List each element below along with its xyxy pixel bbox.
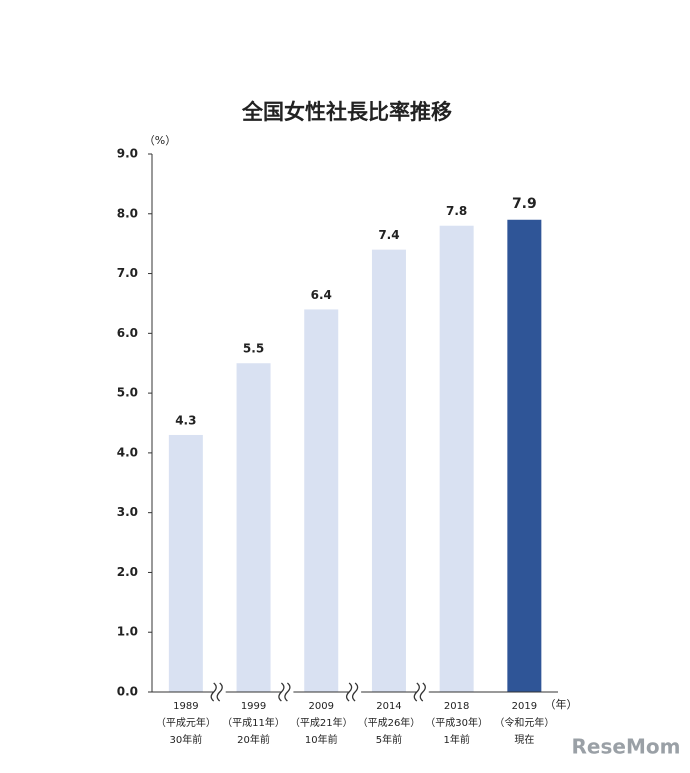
- bar: [439, 225, 474, 692]
- bar: [236, 363, 271, 692]
- x-tick-label: 2009: [309, 701, 334, 712]
- x-tick-label: 10年前: [305, 733, 338, 746]
- x-tick-label: 5年前: [376, 733, 402, 746]
- y-tick-label: 3.0: [117, 505, 138, 519]
- bar: [507, 219, 542, 692]
- y-tick-label: 4.0: [117, 445, 138, 459]
- y-tick-label: 8.0: [117, 206, 138, 220]
- x-tick-label: （平成26年）: [358, 716, 421, 729]
- value-label: 6.4: [311, 288, 332, 302]
- x-tick-label: 現在: [514, 734, 534, 746]
- value-label: 7.9: [512, 196, 537, 212]
- axis-break: [345, 682, 353, 702]
- axis-break: [419, 682, 426, 702]
- axis-break: [413, 682, 420, 702]
- x-unit: （年）: [545, 697, 578, 711]
- bar: [371, 249, 406, 692]
- x-tick-label: 1年前: [443, 733, 469, 746]
- y-tick-label: 1.0: [117, 625, 138, 639]
- y-unit: （%）: [144, 134, 176, 147]
- value-label: 7.8: [446, 204, 467, 218]
- axis-break: [351, 682, 359, 702]
- x-tick-label: 20年前: [237, 733, 270, 746]
- value-label: 4.3: [175, 413, 196, 427]
- x-tick-label: （平成21年）: [290, 716, 353, 729]
- x-tick-label: 2018: [444, 701, 469, 712]
- value-label: 5.5: [243, 342, 264, 356]
- y-tick-label: 0.0: [117, 685, 138, 699]
- bar: [304, 309, 339, 692]
- x-tick-label: 2014: [376, 701, 401, 712]
- axis-break: [278, 682, 285, 702]
- value-label: 7.4: [378, 228, 399, 242]
- chart-title: 全国女性社長比率推移: [241, 100, 452, 124]
- x-tick-label: 1989: [173, 701, 198, 712]
- x-tick-label: （平成11年）: [222, 716, 285, 729]
- bar: [168, 434, 203, 692]
- y-tick-label: 6.0: [117, 326, 138, 340]
- axis-break: [210, 682, 217, 702]
- x-tick-label: 30年前: [169, 733, 202, 746]
- x-tick-label: （平成30年）: [425, 716, 488, 729]
- x-tick-label: 1999: [241, 701, 266, 712]
- y-tick-label: 7.0: [117, 266, 138, 280]
- axis-break: [284, 682, 291, 702]
- x-tick-label: （平成元年）: [156, 716, 216, 729]
- y-tick-label: 2.0: [117, 565, 138, 579]
- y-tick-label: 5.0: [117, 386, 138, 400]
- watermark: ReseMom: [572, 735, 681, 759]
- axis-break: [216, 682, 223, 702]
- x-tick-label: 2019: [512, 701, 537, 712]
- y-tick-label: 9.0: [117, 147, 138, 161]
- x-tick-label: （令和元年）: [494, 716, 554, 729]
